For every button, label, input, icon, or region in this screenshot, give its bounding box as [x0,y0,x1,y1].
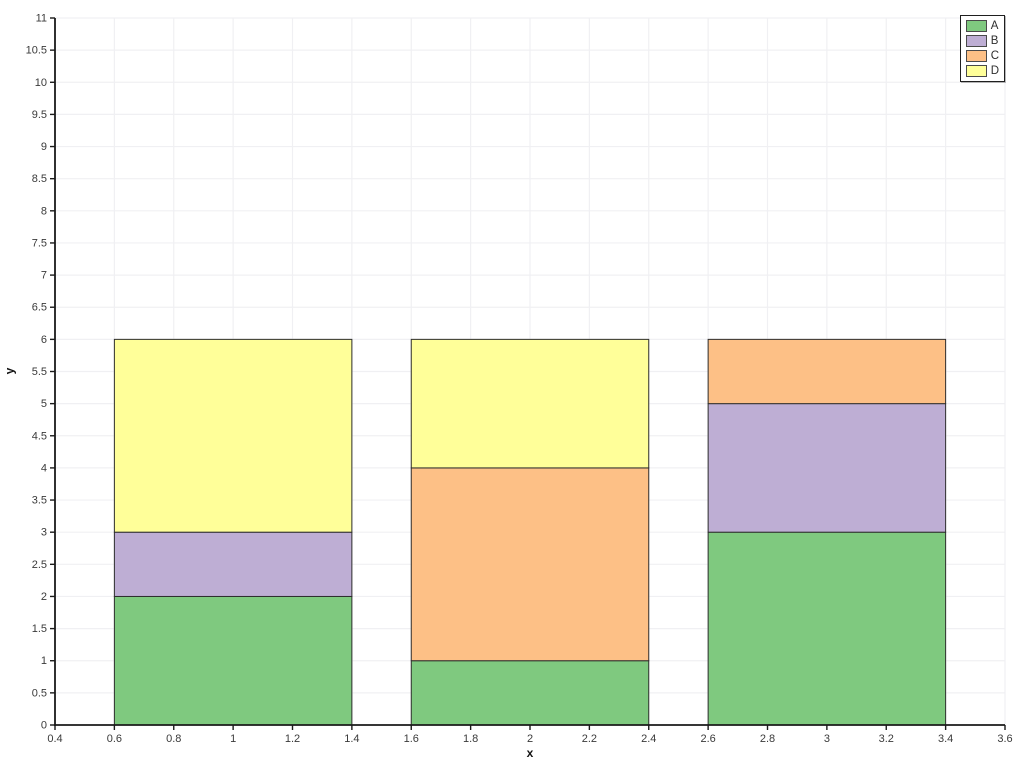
legend-swatch-c [965,50,987,62]
bar-segment-b-x3 [707,403,947,533]
y-tick-label: 3 [41,527,47,539]
y-tick-label: 6.5 [32,302,47,314]
bar-segment-c-x2 [410,467,650,662]
x-tick-label: 0.8 [166,733,181,745]
y-axis-label: y [2,367,17,375]
x-tick-label: 1.8 [463,733,478,745]
y-tick-label: 1.5 [32,623,47,635]
bar-segment-c-x3 [707,338,947,405]
x-tick-label: 3.2 [879,733,894,745]
y-tick-label: 9.5 [32,109,47,121]
y-tick-label: 10.5 [26,45,47,57]
bar-segment-b-x1 [113,531,353,597]
legend-swatch-b [965,35,987,47]
x-tick-label: 2.8 [760,733,775,745]
y-tick-label: 7.5 [32,237,47,249]
legend-label-a: A [990,20,999,32]
y-tick-label: 2 [41,591,47,603]
y-tick-label: 5.5 [32,366,47,378]
legend-swatch-d [965,65,987,77]
y-tick-label: 3.5 [32,495,47,507]
y-tick-label: 0.5 [32,687,47,699]
legend-item-c: C [965,50,999,62]
legend-item-b: B [965,35,999,47]
y-tick-label: 11 [36,13,47,25]
y-tick-label: 8 [41,205,47,217]
bar-segment-a-x1 [113,595,353,726]
x-tick-label: 3 [824,733,830,745]
y-tick-label: 7 [41,270,47,282]
x-tick-label: 1.6 [404,733,419,745]
legend-item-a: A [965,20,999,32]
y-tick-label: 6 [41,334,47,346]
x-tick-label: 3.6 [997,733,1012,745]
y-tick-label: 4 [41,462,47,474]
legend-label-b: B [990,35,999,47]
x-tick-label: 1.4 [344,733,359,745]
x-axis-label: x [526,746,534,760]
bar-segment-d-x2 [410,338,650,469]
bar-segment-a-x2 [410,660,650,726]
x-tick-label: 0.4 [47,733,62,745]
x-tick-label: 0.6 [107,733,122,745]
y-tick-label: 0 [41,720,47,732]
y-tick-label: 4.5 [32,430,47,442]
bar-segment-d-x1 [113,338,353,533]
x-tick-label: 3.4 [938,733,953,745]
x-tick-label: 2 [527,733,533,745]
y-tick-label: 5 [41,398,47,410]
x-tick-label: 1 [230,733,236,745]
bar-segment-a-x3 [707,531,947,726]
y-tick-label: 8.5 [32,173,47,185]
legend-label-d: D [990,65,999,77]
y-tick-label: 1 [41,655,47,667]
x-tick-label: 2.6 [700,733,715,745]
y-tick-label: 2.5 [32,559,47,571]
x-tick-label: 1.2 [285,733,300,745]
x-tick-label: 2.2 [582,733,597,745]
y-tick-label: 10 [35,77,47,89]
legend-item-d: D [965,65,999,77]
x-tick-label: 2.4 [641,733,656,745]
legend-swatch-a [965,20,987,32]
y-tick-label: 9 [41,141,47,153]
legend-label-c: C [990,50,999,62]
